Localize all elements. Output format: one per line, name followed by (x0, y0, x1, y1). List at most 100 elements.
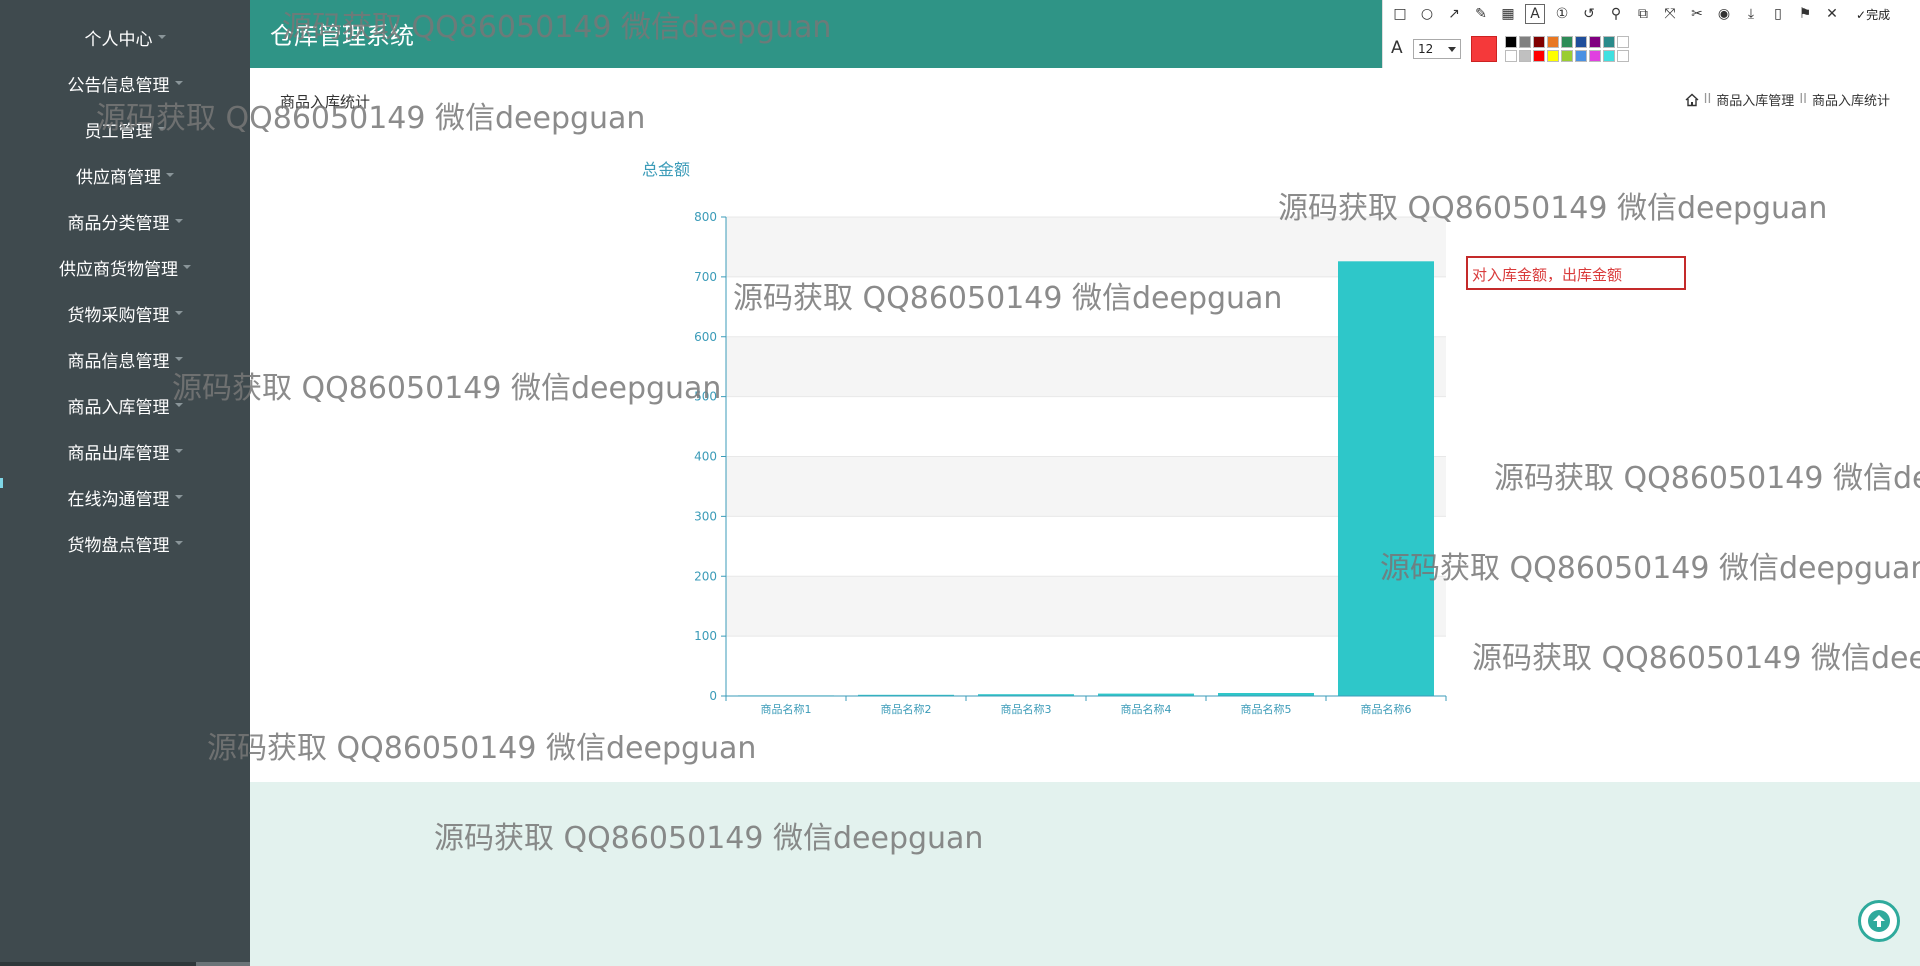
x-tick-label: 商品名称6 (1361, 702, 1412, 716)
caret-down-icon (174, 81, 183, 85)
arrow-icon[interactable]: ↗ (1448, 6, 1460, 22)
font-size-value: 12 (1418, 42, 1434, 56)
color-swatch[interactable] (1589, 36, 1601, 48)
font-size-select[interactable]: 12 (1413, 39, 1461, 59)
record-icon[interactable]: ◉ (1717, 6, 1731, 22)
text-icon[interactable]: A (1525, 4, 1545, 24)
chart-gridlines (726, 216, 1446, 637)
ellipse-icon[interactable]: ○ (1420, 6, 1434, 22)
sidebar-item-employee[interactable]: 员工管理 (0, 106, 250, 152)
chart-band (726, 336, 1446, 397)
color-swatch[interactable] (1603, 50, 1615, 62)
color-swatch[interactable] (1617, 50, 1629, 62)
caret-down-icon (174, 357, 183, 361)
caret-down-icon (174, 403, 183, 407)
chart-title: 总金额 (642, 160, 690, 179)
caret-down-icon (157, 35, 166, 39)
x-tick-label: 商品名称4 (1121, 702, 1172, 716)
undo-icon[interactable]: ↺ (1583, 6, 1595, 22)
scroll-to-top-button[interactable] (1858, 900, 1900, 942)
breadcrumb-separator: II (1703, 92, 1712, 107)
color-swatch[interactable] (1589, 50, 1601, 62)
color-swatch[interactable] (1617, 36, 1629, 48)
chart-bar (978, 694, 1074, 696)
color-swatch[interactable] (1603, 36, 1615, 48)
annotation-text-box[interactable]: 对入库金额，出库金额 (1466, 256, 1686, 290)
y-tick-label: 400 (694, 450, 717, 464)
home-icon[interactable] (1685, 93, 1699, 107)
sidebar-item-label: 公告信息管理 (67, 75, 170, 96)
caret-down-icon (174, 219, 183, 223)
y-tick-label: 0 (709, 689, 717, 703)
pen-icon[interactable]: ✎ (1475, 6, 1487, 22)
chart-labels: 0 100 200 300 400 500 600 700 800 商品名称1 商品名称2 商品名称3… (694, 210, 1411, 716)
rectangle-icon[interactable]: □ (1393, 6, 1407, 22)
chart-band (726, 396, 1446, 457)
chart-bars (738, 261, 1434, 696)
breadcrumb-item[interactable]: 商品入库管理 (1716, 94, 1795, 109)
sidebar-item-online-chat[interactable]: 在线沟通管理 (0, 474, 250, 520)
pin-screen-icon[interactable]: ✂ (1691, 6, 1703, 22)
sidebar-item-inventory-check[interactable]: 货物盘点管理 (0, 520, 250, 566)
color-swatch[interactable] (1533, 36, 1545, 48)
done-button[interactable]: ✓完成 (1856, 6, 1890, 23)
check-icon: ✓ (1856, 7, 1867, 22)
color-swatch[interactable] (1505, 36, 1517, 48)
caret-down-icon (174, 449, 183, 453)
y-tick-label: 200 (694, 569, 717, 583)
sidebar-bottom-tab (196, 962, 250, 966)
sidebar-accent (0, 478, 3, 488)
sidebar-item-product-info[interactable]: 商品信息管理 (0, 336, 250, 382)
color-swatch[interactable] (1575, 36, 1587, 48)
color-swatch[interactable] (1547, 36, 1559, 48)
sidebar-item-stock-in[interactable]: 商品入库管理 (0, 382, 250, 428)
mosaic-icon[interactable]: ▦ (1501, 6, 1515, 22)
sidebar-item-label: 商品分类管理 (67, 213, 170, 234)
chart-band (726, 516, 1446, 577)
annotation-tool-row: □ ○ ↗ ✎ ▦ A ① ↺ ⚲ ⧉ ⤧ ✂ ◉ ⤓ ▯ ⚑ ✕ ✓完成 (1383, 0, 1920, 28)
color-swatch[interactable] (1533, 50, 1545, 62)
annotation-style-row: A 12 (1383, 32, 1920, 66)
sidebar-item-supplier[interactable]: 供应商管理 (0, 152, 250, 198)
copy-icon[interactable]: ⧉ (1638, 6, 1648, 22)
sidebar-item-label: 商品出库管理 (67, 443, 170, 464)
color-swatch[interactable] (1575, 50, 1587, 62)
color-swatch[interactable] (1561, 36, 1573, 48)
caret-down-icon (174, 495, 183, 499)
caret-down-icon (157, 127, 166, 131)
y-tick-label: 500 (694, 390, 717, 404)
current-color-swatch[interactable] (1471, 36, 1497, 62)
color-swatch[interactable] (1519, 36, 1531, 48)
sidebar-bottom-bar (0, 962, 250, 966)
color-swatch[interactable] (1547, 50, 1559, 62)
download-icon[interactable]: ⤓ (1747, 6, 1755, 22)
caret-down-icon (166, 173, 174, 177)
app-title: 仓库管理系统 (270, 22, 414, 50)
color-swatch[interactable] (1505, 50, 1517, 62)
color-swatch[interactable] (1519, 50, 1531, 62)
sidebar-item-stock-out[interactable]: 商品出库管理 (0, 428, 250, 474)
phone-icon[interactable]: ▯ (1774, 6, 1782, 22)
sidebar-item-notice[interactable]: 公告信息管理 (0, 60, 250, 106)
number-icon[interactable]: ① (1555, 6, 1569, 22)
cancel-icon[interactable]: ✕ (1826, 6, 1838, 22)
color-swatch[interactable] (1561, 50, 1573, 62)
chart-band (726, 217, 1446, 277)
sidebar-item-category[interactable]: 商品分类管理 (0, 198, 250, 244)
sidebar-item-purchase[interactable]: 货物采购管理 (0, 290, 250, 336)
color-palette (1505, 36, 1629, 62)
sidebar-item-label: 商品入库管理 (67, 397, 170, 418)
close-small-icon[interactable]: ⤧ (1664, 6, 1676, 22)
chart-bar (1218, 693, 1314, 696)
screenshot-annotation-toolbar: □ ○ ↗ ✎ ▦ A ① ↺ ⚲ ⧉ ⤧ ✂ ◉ ⤓ ▯ ⚑ ✕ ✓完成 A … (1382, 0, 1920, 68)
bookmark-icon[interactable]: ⚑ (1798, 6, 1812, 22)
sidebar-item-label: 供应商管理 (76, 167, 161, 188)
caret-down-icon (174, 541, 183, 545)
sidebar-item-personal-center[interactable]: 个人中心 (0, 14, 250, 60)
chevron-down-icon (1448, 47, 1456, 52)
x-tick-label: 商品名称1 (761, 702, 812, 716)
pin-icon[interactable]: ⚲ (1610, 6, 1622, 22)
sidebar-item-supplier-goods[interactable]: 供应商货物管理 (0, 244, 250, 290)
